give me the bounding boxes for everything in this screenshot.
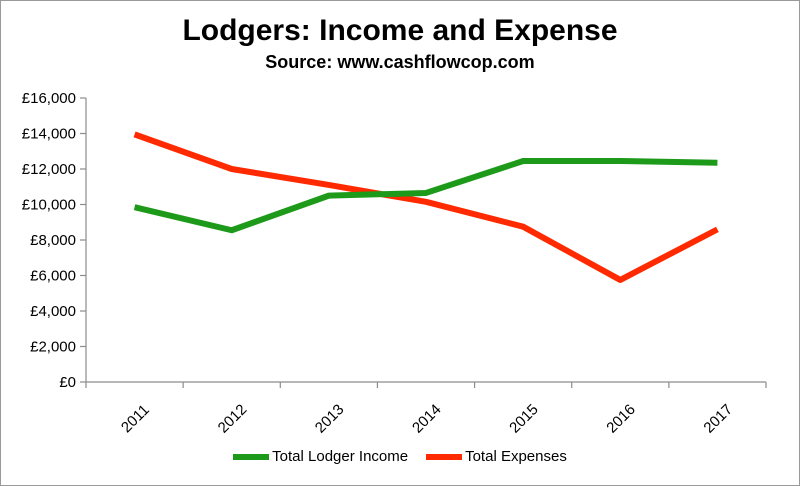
x-tick-label: 2014 xyxy=(409,401,445,437)
x-tick-label: 2012 xyxy=(215,401,251,437)
x-tick-label: 2015 xyxy=(506,401,542,437)
legend-label-income: Total Lodger Income xyxy=(272,448,409,465)
chart-legend: Total Lodger Income Total Expenses xyxy=(0,448,800,465)
y-tick-labels: £0 £2,000 £4,000 £6,000 £8,000 £10,000 £12,000… xyxy=(22,90,76,391)
legend-item-expenses: Total Expenses xyxy=(426,448,567,465)
legend-swatch-income xyxy=(233,453,270,460)
y-tick-label: £16,000 xyxy=(22,90,76,107)
x-tick-labels: 2011 2012 2013 2014 2015 2016 2017 xyxy=(118,401,736,437)
legend-label-expenses: Total Expenses xyxy=(465,448,567,465)
y-tick-label: £2,000 xyxy=(30,339,76,356)
x-tick-label: 2017 xyxy=(700,401,736,437)
chart-axes xyxy=(80,97,767,388)
y-tick-label: £14,000 xyxy=(22,126,76,143)
series-line-total-lodger-income xyxy=(133,158,718,234)
y-tick-label: £8,000 xyxy=(30,232,76,249)
series-line-total-expenses xyxy=(133,131,719,283)
legend-swatch-expenses xyxy=(426,453,463,460)
chart-subtitle: Source: www.cashflowcop.com xyxy=(265,52,535,72)
y-tick-label: £4,000 xyxy=(30,303,76,320)
legend-item-income: Total Lodger Income xyxy=(233,448,408,465)
x-tick-label: 2013 xyxy=(312,401,348,437)
chart-title: Lodgers: Income and Expense xyxy=(182,14,618,47)
y-tick-label: £6,000 xyxy=(30,268,76,285)
x-tick-label: 2016 xyxy=(603,401,639,437)
chart-series xyxy=(133,131,719,283)
y-tick-label: £0 xyxy=(59,374,76,391)
y-tick-label: £12,000 xyxy=(22,161,76,178)
y-tick-label: £10,000 xyxy=(22,197,76,214)
x-tick-label: 2011 xyxy=(118,401,153,436)
